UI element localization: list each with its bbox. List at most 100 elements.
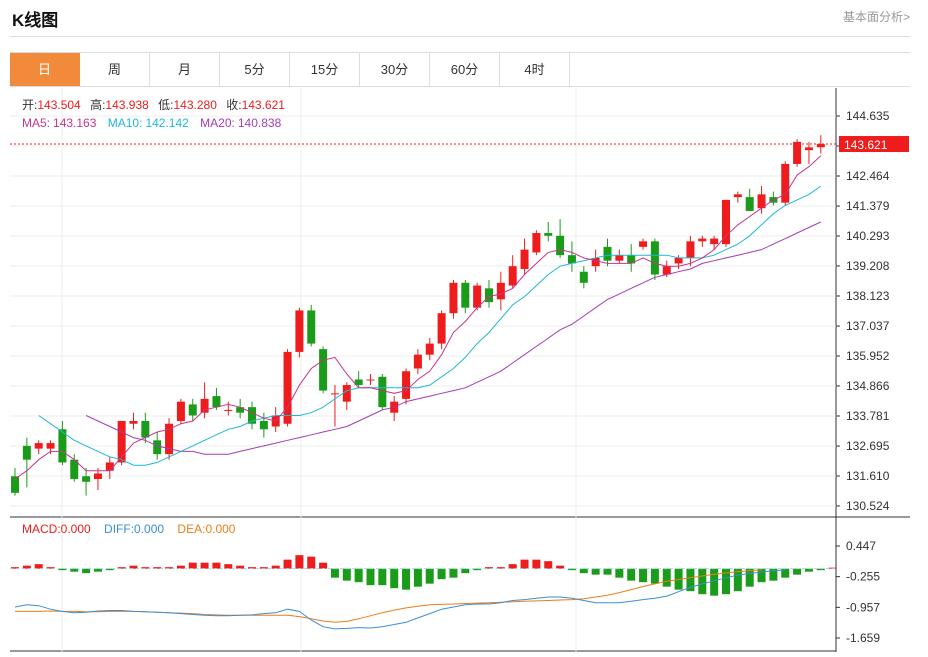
macd-label: MACD:: [22, 522, 61, 536]
tab-4hour[interactable]: 4时: [500, 53, 570, 86]
candle-body: [366, 379, 375, 381]
macd-bar: [793, 568, 802, 575]
macd-bar: [105, 568, 114, 571]
tab-15min[interactable]: 15分: [290, 53, 360, 86]
candle-body: [686, 241, 695, 258]
candle-body: [46, 443, 55, 449]
macd-bar: [342, 568, 351, 581]
macd-bar: [567, 568, 576, 571]
macd-bar: [236, 565, 245, 569]
candle-body: [330, 393, 339, 395]
candle-body: [437, 313, 446, 344]
fundamental-analysis-link[interactable]: 基本面分析>: [842, 10, 910, 24]
macd-bar: [496, 567, 505, 569]
candle-body: [567, 255, 576, 264]
macd-bar: [449, 568, 458, 578]
candle-body: [413, 354, 422, 369]
price-tick-label: 133.781: [846, 409, 890, 423]
price-tick-label: 139.208: [846, 259, 890, 273]
ma10-value: 142.142: [145, 116, 189, 130]
macd-bar: [473, 568, 482, 571]
macd-bar: [141, 567, 150, 569]
high-label: 高:: [90, 97, 105, 112]
macd-bar: [603, 568, 612, 575]
macd-bar: [520, 559, 529, 569]
candle-body: [639, 241, 648, 247]
candle-body: [70, 459, 79, 480]
candle-body: [473, 285, 482, 308]
dea-label: DEA:: [177, 522, 205, 536]
close-value: 143.621: [242, 98, 286, 112]
candle-body: [627, 255, 636, 264]
candle-body: [176, 401, 185, 421]
candle-body: [496, 282, 505, 300]
ma20-line: [85, 221, 822, 455]
candle-body: [485, 288, 493, 303]
macd-bar: [153, 567, 162, 569]
macd-bar: [70, 568, 79, 572]
candles: [11, 135, 825, 496]
candle-body: [141, 420, 150, 438]
tab-60min[interactable]: 60分: [430, 53, 500, 86]
price-tick-label: 141.379: [846, 199, 890, 213]
candle-body: [793, 141, 802, 164]
tab-30min[interactable]: 30分: [360, 53, 430, 86]
macd-value: 0.000: [61, 522, 91, 536]
candle-body: [165, 423, 174, 455]
candle-body: [22, 445, 31, 460]
price-tick-label: 134.866: [846, 379, 890, 393]
kline-chart: 144.635143.549142.464141.379140.293139.2…: [10, 88, 910, 652]
macd-tick-label: -1.659: [846, 631, 880, 645]
macd-bar: [781, 568, 790, 578]
candle-body: [722, 199, 730, 245]
ma20-value: 140.838: [238, 116, 282, 130]
candle-body: [93, 473, 102, 480]
candle-body: [710, 238, 719, 245]
candle-body: [378, 376, 387, 408]
tab-day[interactable]: 日: [10, 53, 80, 86]
candle-body: [804, 147, 813, 151]
candle-body: [295, 310, 304, 352]
candle-body: [354, 379, 363, 386]
candle-body: [11, 476, 19, 493]
macd-bar: [22, 565, 31, 569]
ma-lines: [14, 155, 822, 480]
candle-body: [153, 440, 162, 455]
candle-body: [556, 235, 565, 256]
tab-week[interactable]: 周: [80, 53, 150, 86]
macd-bar: [757, 568, 766, 583]
open-value: 143.504: [37, 98, 81, 112]
macd-bar: [615, 568, 624, 578]
diff-value: 0.000: [134, 522, 164, 536]
macd-bar: [129, 565, 138, 569]
macd-bar: [319, 562, 328, 569]
current-price-tag: [839, 136, 909, 153]
ma10-label: MA10:: [108, 116, 143, 130]
page-title: K线图: [12, 11, 59, 30]
period-tabs: 日 周 月 5分 15分 30分 60分 4时: [10, 52, 910, 87]
candle-body: [105, 462, 114, 471]
candle-body: [615, 255, 624, 261]
price-tick-label: 144.635: [846, 109, 890, 123]
candle-body: [34, 443, 43, 449]
high-value: 143.938: [105, 98, 149, 112]
candle-body: [745, 197, 754, 211]
ohlc-info: 开:143.504 高:143.938 低:143.280 收:143.621: [22, 97, 285, 112]
tab-5min[interactable]: 5分: [220, 53, 290, 86]
macd-bar: [508, 564, 517, 569]
macd-bar: [200, 562, 209, 569]
macd-bar: [330, 568, 339, 578]
tab-month[interactable]: 月: [150, 53, 220, 86]
candle-body: [248, 407, 256, 424]
candle-body: [212, 396, 221, 408]
price-tick-label: 135.952: [846, 349, 890, 363]
macd-bar: [425, 568, 434, 584]
macd-bar: [34, 564, 43, 569]
macd-tick-label: -0.255: [846, 570, 880, 584]
chart-area: 144.635143.549142.464141.379140.293139.2…: [10, 88, 910, 652]
macd-bar: [188, 562, 197, 569]
macd-bar: [461, 568, 470, 574]
axes: 144.635143.549142.464141.379140.293139.2…: [10, 109, 909, 645]
macd-bar: [176, 565, 185, 569]
macd-bar: [283, 559, 292, 569]
